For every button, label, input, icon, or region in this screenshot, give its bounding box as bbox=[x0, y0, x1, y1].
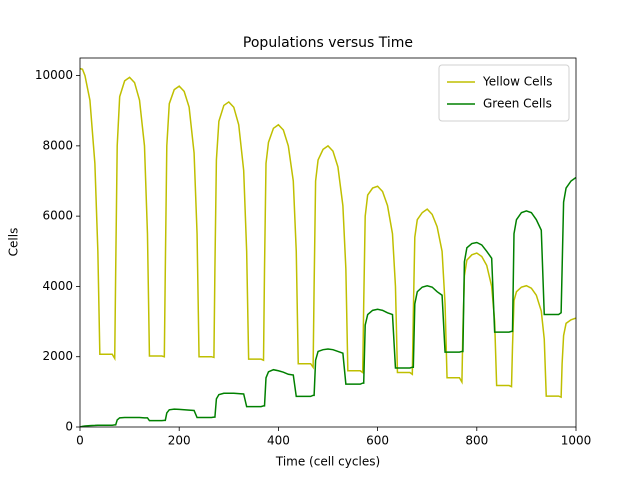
legend-label: Green Cells bbox=[483, 97, 552, 111]
x-tick-label: 800 bbox=[465, 434, 488, 448]
x-tick-label: 600 bbox=[366, 434, 389, 448]
line-series bbox=[80, 176, 576, 427]
x-tick-label: 200 bbox=[168, 434, 191, 448]
y-tick-label: 10000 bbox=[35, 68, 73, 82]
legend-box bbox=[438, 64, 570, 122]
y-tick-label: 6000 bbox=[42, 209, 73, 223]
legend-label: Yellow Cells bbox=[482, 75, 552, 89]
y-axis-label: Cells bbox=[7, 228, 21, 257]
x-axis-label: Time (cell cycles) bbox=[275, 455, 380, 469]
x-tick-label: 400 bbox=[267, 434, 290, 448]
chart-title: Populations versus Time bbox=[243, 35, 413, 51]
y-tick-label: 4000 bbox=[42, 279, 73, 293]
y-tick-label: 0 bbox=[65, 420, 73, 434]
y-tick-label: 8000 bbox=[42, 138, 73, 152]
x-tick-label: 1000 bbox=[561, 434, 592, 448]
axes-frame bbox=[79, 57, 577, 428]
y-tick-label: 2000 bbox=[42, 349, 73, 363]
x-tick-label: 0 bbox=[76, 434, 84, 448]
